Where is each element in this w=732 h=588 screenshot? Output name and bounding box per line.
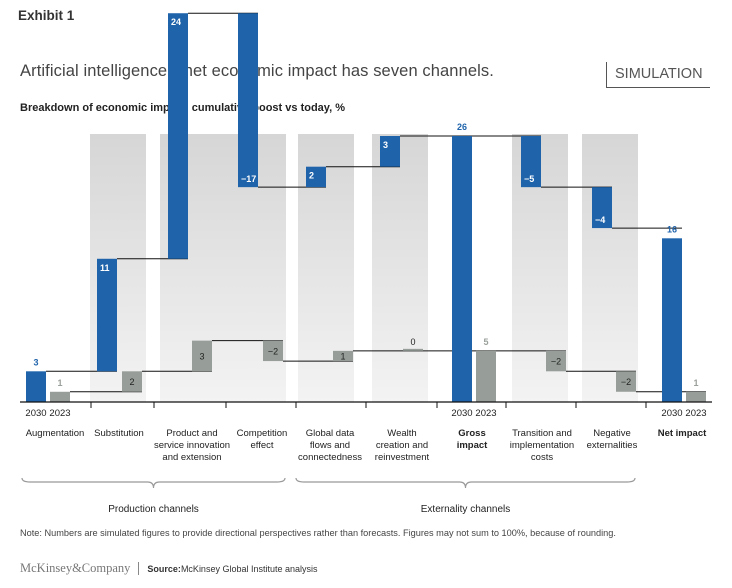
simulation-badge: SIMULATION	[606, 62, 710, 88]
data-label-2030: 3	[383, 140, 388, 150]
data-label-2023: −2	[621, 377, 631, 387]
year-label-2030: 2030	[451, 408, 472, 419]
category-label-line: connectedness	[298, 452, 362, 463]
year-label-2023: 2023	[49, 408, 70, 419]
data-label-2030: 26	[457, 122, 467, 132]
category-label: Transition and implementation costs	[510, 428, 574, 463]
bar-2030-0	[26, 371, 46, 402]
bar-2023-8	[616, 371, 636, 392]
category-label-line: Substitution	[94, 428, 144, 439]
data-label-2023: 1	[57, 378, 62, 388]
category-label: Global data flows and connectedness	[298, 428, 362, 463]
bar-2030-9	[662, 238, 682, 402]
category-label-line: and extension	[162, 452, 221, 463]
data-label-2023: −2	[268, 346, 278, 356]
year-label-2030: 2030	[25, 408, 46, 419]
data-label-2023: 0	[410, 337, 415, 347]
group-brace	[295, 477, 636, 489]
data-label-2030: −5	[524, 174, 534, 184]
background-band	[582, 134, 638, 402]
category-label-line: reinvestment	[375, 452, 430, 463]
bar-2030-4	[306, 166, 326, 188]
category-label-line: Negative	[593, 428, 631, 439]
category-label: Net impact	[658, 428, 707, 439]
data-label-2030: 16	[667, 224, 677, 234]
bar-2023-6	[476, 350, 496, 402]
data-label-2030: 3	[33, 357, 38, 367]
bar-2030-2	[168, 13, 188, 259]
category-label-line: implementation	[510, 440, 574, 451]
category-label: Augmentation	[26, 428, 85, 439]
source-text: McKinsey Global Institute analysis	[180, 563, 318, 574]
data-label-2023: 1	[340, 351, 345, 361]
source-label: Source:	[147, 563, 181, 574]
category-label-line: Competition	[237, 428, 288, 439]
category-label-line: effect	[250, 440, 273, 451]
exhibit-label: Exhibit 1	[18, 8, 75, 23]
data-label-2023: 3	[199, 351, 204, 361]
group-label: Externality channels	[421, 504, 511, 515]
category-label-line: impact	[457, 440, 488, 451]
category-label-line: Product and	[166, 428, 217, 439]
bar-2023-9	[686, 391, 706, 402]
data-label-2030: 11	[100, 263, 110, 273]
category-label-line: Global data	[306, 428, 355, 439]
category-label: Competition effect	[237, 428, 288, 451]
category-label: Wealth creation and reinvestment	[375, 428, 430, 463]
year-label-2030: 2030	[661, 408, 682, 419]
group-brace	[21, 477, 286, 489]
category-label: Gross impact	[457, 428, 488, 451]
bar-2030-8	[592, 187, 612, 229]
bar-2030-6	[452, 136, 472, 402]
data-label-2030: −17	[241, 174, 256, 184]
footer: McKinsey&Company Source: McKinsey Global…	[20, 561, 318, 576]
bar-2023-2	[192, 340, 212, 372]
category-label-line: Augmentation	[26, 428, 85, 439]
company-logo: McKinsey&Company	[20, 561, 131, 575]
category-label: Substitution	[94, 428, 144, 439]
footer-divider	[138, 562, 140, 575]
bar-2030-7	[521, 136, 541, 188]
category-label: Negative externalities	[587, 428, 638, 451]
bar-2023-4	[333, 350, 353, 362]
bar-2023-5	[403, 348, 423, 351]
group-label: Production channels	[108, 504, 199, 515]
bar-2023-7	[546, 350, 566, 372]
background-band	[372, 134, 428, 402]
category-label-line: creation and	[376, 440, 428, 451]
bar-2030-5	[380, 136, 400, 167]
category-label-line: Gross	[458, 428, 485, 439]
category-label-line: service innovation	[154, 440, 230, 451]
category-label-line: Wealth	[387, 428, 416, 439]
data-label-2023: −2	[551, 357, 561, 367]
category-label-line: externalities	[587, 440, 638, 451]
bar-2030-3	[238, 13, 258, 188]
footnote: Note: Numbers are simulated figures to p…	[20, 528, 616, 538]
category-label-line: Transition and	[512, 428, 572, 439]
bar-2023-3	[263, 340, 283, 362]
year-label-2023: 2023	[475, 408, 496, 419]
year-label-2023: 2023	[685, 408, 706, 419]
category-label-line: flows and	[310, 440, 350, 451]
bar-2023-0	[50, 391, 70, 402]
data-label-2030: 24	[171, 17, 181, 27]
category-label-line: Net impact	[658, 428, 707, 439]
bar-2023-1	[122, 371, 142, 392]
bar-2030-1	[97, 258, 117, 372]
data-label-2023: 5	[483, 337, 488, 347]
data-label-2023: 1	[693, 378, 698, 388]
category-label-line: costs	[531, 452, 553, 463]
data-label-2030: −4	[595, 215, 605, 225]
data-label-2023: 2	[129, 377, 134, 387]
category-label: Product and service innovation and extensi…	[154, 428, 230, 463]
data-label-2030: 2	[309, 171, 314, 181]
